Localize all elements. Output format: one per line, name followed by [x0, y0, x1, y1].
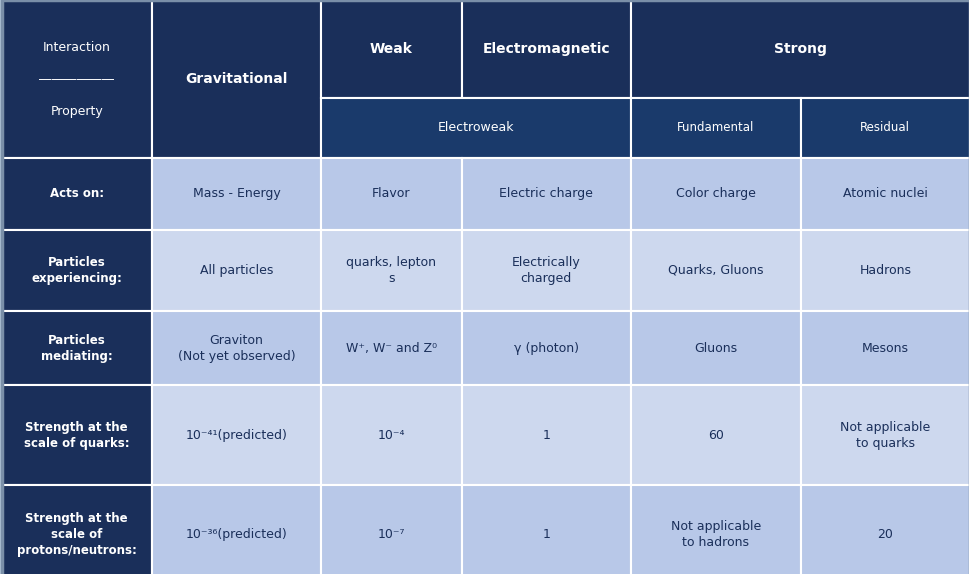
Text: Strong: Strong	[773, 42, 827, 56]
FancyBboxPatch shape	[321, 158, 461, 230]
Text: Fundamental: Fundamental	[676, 122, 754, 134]
Text: Electromagnetic: Electromagnetic	[482, 42, 610, 56]
FancyBboxPatch shape	[631, 0, 969, 98]
Text: Not applicable
to quarks: Not applicable to quarks	[839, 421, 929, 450]
Text: W⁺, W⁻ and Z⁰: W⁺, W⁻ and Z⁰	[346, 342, 436, 355]
FancyBboxPatch shape	[2, 0, 151, 158]
Text: Weak: Weak	[369, 42, 413, 56]
Text: Strength at the
scale of
protons/neutrons:: Strength at the scale of protons/neutron…	[16, 511, 137, 557]
Text: 60: 60	[707, 429, 723, 442]
Text: Mesons: Mesons	[860, 342, 908, 355]
Text: Acts on:: Acts on:	[49, 187, 104, 200]
FancyBboxPatch shape	[2, 158, 151, 230]
FancyBboxPatch shape	[2, 230, 151, 311]
Text: Color charge: Color charge	[675, 187, 755, 200]
Text: Gravitational: Gravitational	[185, 72, 288, 86]
FancyBboxPatch shape	[461, 486, 631, 574]
FancyBboxPatch shape	[461, 0, 631, 98]
Text: Residual: Residual	[860, 122, 909, 134]
Text: 10⁻⁴¹(predicted): 10⁻⁴¹(predicted)	[185, 429, 287, 442]
FancyBboxPatch shape	[631, 230, 799, 311]
FancyBboxPatch shape	[799, 98, 969, 158]
Text: quarks, lepton
s: quarks, lepton s	[346, 256, 436, 285]
FancyBboxPatch shape	[461, 230, 631, 311]
FancyBboxPatch shape	[461, 385, 631, 486]
FancyBboxPatch shape	[461, 158, 631, 230]
FancyBboxPatch shape	[321, 98, 631, 158]
Text: Strength at the
scale of quarks:: Strength at the scale of quarks:	[24, 421, 130, 450]
Text: Mass - Energy: Mass - Energy	[193, 187, 280, 200]
FancyBboxPatch shape	[321, 0, 461, 98]
FancyBboxPatch shape	[151, 0, 321, 158]
Text: Electroweak: Electroweak	[437, 122, 514, 134]
Text: 10⁻³⁶(predicted): 10⁻³⁶(predicted)	[185, 528, 287, 541]
Text: Graviton
(Not yet observed): Graviton (Not yet observed)	[177, 333, 295, 363]
Text: Particles
experiencing:: Particles experiencing:	[31, 256, 122, 285]
Text: All particles: All particles	[200, 264, 273, 277]
Text: Gluons: Gluons	[694, 342, 736, 355]
FancyBboxPatch shape	[2, 385, 151, 486]
Text: Not applicable
to hadrons: Not applicable to hadrons	[670, 519, 760, 549]
FancyBboxPatch shape	[461, 311, 631, 385]
FancyBboxPatch shape	[151, 158, 321, 230]
FancyBboxPatch shape	[151, 230, 321, 311]
FancyBboxPatch shape	[2, 311, 151, 385]
Text: 10⁻⁴: 10⁻⁴	[377, 429, 405, 442]
FancyBboxPatch shape	[151, 311, 321, 385]
FancyBboxPatch shape	[321, 230, 461, 311]
Text: Flavor: Flavor	[372, 187, 410, 200]
Text: Quarks, Gluons: Quarks, Gluons	[668, 264, 763, 277]
FancyBboxPatch shape	[799, 230, 969, 311]
Text: Electrically
charged: Electrically charged	[512, 256, 580, 285]
FancyBboxPatch shape	[151, 486, 321, 574]
Text: 10⁻⁷: 10⁻⁷	[377, 528, 405, 541]
Text: Atomic nuclei: Atomic nuclei	[842, 187, 926, 200]
FancyBboxPatch shape	[631, 486, 799, 574]
FancyBboxPatch shape	[151, 385, 321, 486]
FancyBboxPatch shape	[799, 385, 969, 486]
FancyBboxPatch shape	[631, 385, 799, 486]
FancyBboxPatch shape	[631, 98, 799, 158]
FancyBboxPatch shape	[631, 311, 799, 385]
Text: γ (photon): γ (photon)	[514, 342, 578, 355]
FancyBboxPatch shape	[321, 486, 461, 574]
Text: Particles
mediating:: Particles mediating:	[41, 333, 112, 363]
FancyBboxPatch shape	[799, 158, 969, 230]
FancyBboxPatch shape	[799, 311, 969, 385]
Text: 1: 1	[542, 429, 549, 442]
FancyBboxPatch shape	[321, 385, 461, 486]
Text: Interaction

――――――

Property: Interaction ―――――― Property	[39, 41, 114, 118]
Text: Electric charge: Electric charge	[499, 187, 593, 200]
Text: 20: 20	[876, 528, 892, 541]
FancyBboxPatch shape	[321, 311, 461, 385]
Text: Hadrons: Hadrons	[859, 264, 910, 277]
Text: 1: 1	[542, 528, 549, 541]
FancyBboxPatch shape	[799, 486, 969, 574]
FancyBboxPatch shape	[631, 158, 799, 230]
FancyBboxPatch shape	[2, 486, 151, 574]
